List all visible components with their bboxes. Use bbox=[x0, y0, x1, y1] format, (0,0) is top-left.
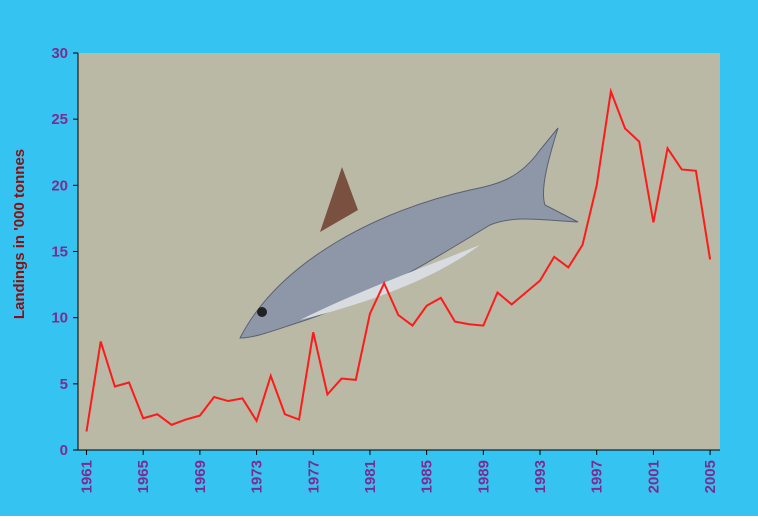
x-tick-label: 1997 bbox=[589, 460, 606, 493]
fish-belly bbox=[300, 245, 480, 320]
x-tick-label: 2001 bbox=[645, 460, 662, 493]
x-tick-label: 1973 bbox=[249, 460, 266, 493]
x-tick-label: 1965 bbox=[135, 460, 152, 493]
y-tick-label: 30 bbox=[51, 45, 68, 62]
y-axis-label: Landings in '000 tonnes bbox=[11, 149, 28, 319]
x-tick-label: 1989 bbox=[475, 460, 492, 493]
x-tick-label: 1985 bbox=[419, 460, 436, 493]
data-line bbox=[85, 87, 712, 432]
x-tick-label: 2005 bbox=[702, 460, 719, 493]
y-tick-label: 15 bbox=[51, 244, 68, 261]
x-tick-label: 1969 bbox=[192, 460, 209, 493]
x-tick-label: 1961 bbox=[79, 460, 96, 493]
y-tick-label: 25 bbox=[51, 111, 68, 128]
fish-fin bbox=[320, 167, 358, 232]
y-tick-label: 10 bbox=[51, 310, 68, 327]
x-tick-label: 1977 bbox=[305, 460, 322, 493]
y-tick-label: 0 bbox=[60, 442, 68, 459]
x-tick-label: 1993 bbox=[532, 460, 549, 493]
fish-illustration bbox=[239, 127, 579, 339]
y-tick-label: 5 bbox=[60, 376, 68, 393]
x-tick-label: 1981 bbox=[362, 460, 379, 493]
fish-eye bbox=[257, 307, 267, 317]
y-tick-label: 20 bbox=[51, 177, 68, 194]
